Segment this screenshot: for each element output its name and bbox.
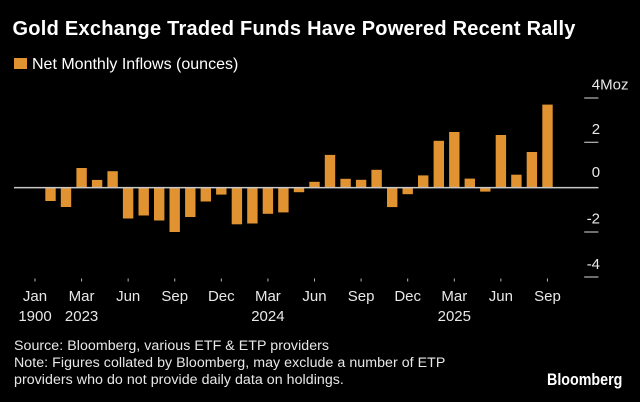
svg-text:2025: 2025: [438, 308, 471, 325]
svg-text:Mar: Mar: [441, 288, 467, 305]
svg-text:Mar: Mar: [69, 288, 95, 305]
svg-text:Jan: Jan: [23, 288, 47, 305]
svg-text:Dec: Dec: [208, 288, 235, 305]
svg-text:2023: 2023: [65, 308, 98, 325]
svg-text:2: 2: [592, 121, 600, 138]
svg-text:Sep: Sep: [161, 288, 188, 305]
svg-text:Mar: Mar: [255, 288, 281, 305]
svg-text:4Moz: 4Moz: [592, 77, 629, 94]
svg-text:Jun: Jun: [302, 288, 326, 305]
svg-text:2024: 2024: [251, 308, 284, 325]
svg-text:1900: 1900: [18, 308, 51, 325]
svg-text:0: 0: [592, 164, 600, 181]
svg-text:Jun: Jun: [116, 288, 140, 305]
svg-text:Jun: Jun: [489, 288, 513, 305]
svg-text:Sep: Sep: [348, 288, 375, 305]
svg-text:Dec: Dec: [394, 288, 421, 305]
svg-text:-2: -2: [587, 211, 600, 228]
svg-text:-4: -4: [587, 256, 600, 273]
svg-text:Sep: Sep: [534, 288, 561, 305]
